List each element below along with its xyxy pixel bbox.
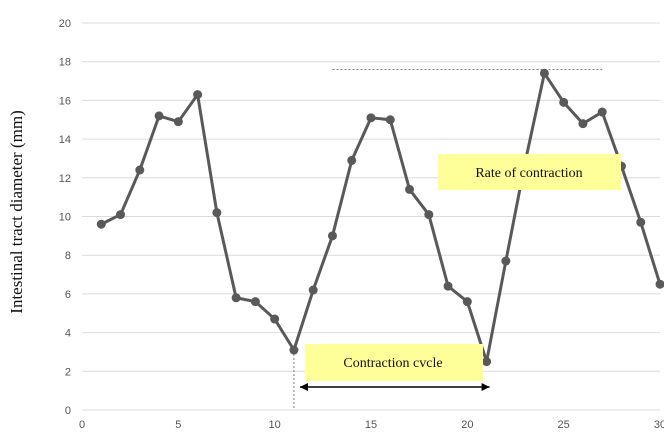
y-tick-label: 18	[59, 57, 71, 69]
data-point	[539, 68, 549, 78]
rate-label-box	[438, 154, 621, 190]
data-point	[385, 115, 395, 125]
y-tick-labels: 0 2 4 6 8 10 12 14 16 18 20	[59, 18, 71, 417]
cycle-label: Contraction cvcle	[343, 356, 442, 371]
y-tick-label: 8	[65, 250, 71, 262]
y-tick-label: 0	[65, 405, 71, 417]
x-tick-label: 20	[461, 419, 473, 431]
y-tick-label: 16	[59, 95, 71, 107]
data-point	[482, 357, 492, 367]
data-point	[366, 113, 376, 123]
y-tick-label: 4	[65, 328, 71, 340]
y-tick-label: 20	[59, 18, 71, 30]
data-point	[231, 293, 241, 303]
cycle-label-box	[305, 344, 483, 381]
data-point	[327, 231, 337, 241]
x-tick-label: 15	[365, 419, 377, 431]
data-point	[308, 285, 318, 295]
data-point	[443, 281, 453, 291]
data-point	[250, 297, 260, 307]
series-layer	[96, 68, 664, 367]
rate-label: Rate of contraction	[475, 166, 582, 181]
data-point	[154, 111, 164, 121]
data-point	[501, 256, 511, 266]
data-point	[655, 279, 664, 289]
data-point	[116, 210, 126, 220]
data-point	[559, 97, 569, 107]
data-point	[270, 314, 280, 324]
y-tick-label: 14	[59, 134, 71, 146]
x-tick-label: 30	[654, 419, 664, 431]
data-point	[462, 297, 472, 307]
x-tick-label: 0	[79, 419, 85, 431]
series-line	[100, 71, 662, 364]
data-point	[135, 165, 145, 175]
cycle-arrow-head-right	[481, 383, 490, 391]
x-tick-label: 25	[558, 419, 570, 431]
data-point	[289, 345, 299, 355]
y-tick-label: 2	[65, 366, 71, 378]
data-point	[636, 217, 646, 227]
y-tick-label: 6	[65, 289, 71, 301]
data-point	[347, 155, 357, 165]
data-point	[578, 119, 588, 129]
data-point	[212, 208, 222, 218]
y-tick-label: 12	[59, 173, 71, 185]
annotation-lines	[293, 68, 603, 408]
cycle-arrow-head-left	[299, 383, 308, 391]
annotation-labels: Rate of contraction Contraction cvcle	[305, 154, 621, 381]
data-point	[424, 210, 434, 220]
y-tick-label: 10	[59, 212, 71, 224]
data-point	[96, 219, 106, 229]
data-point	[597, 107, 607, 117]
x-tick-label: 5	[175, 419, 181, 431]
data-point	[405, 184, 415, 194]
data-point	[173, 117, 183, 127]
data-point	[193, 90, 203, 100]
y-axis-label: Intestinal tract diameter (mm)	[7, 110, 26, 313]
gridlines	[82, 22, 660, 411]
x-tick-label: 10	[269, 419, 281, 431]
x-tick-labels: 0 5 10 15 20 25 30	[79, 419, 664, 431]
